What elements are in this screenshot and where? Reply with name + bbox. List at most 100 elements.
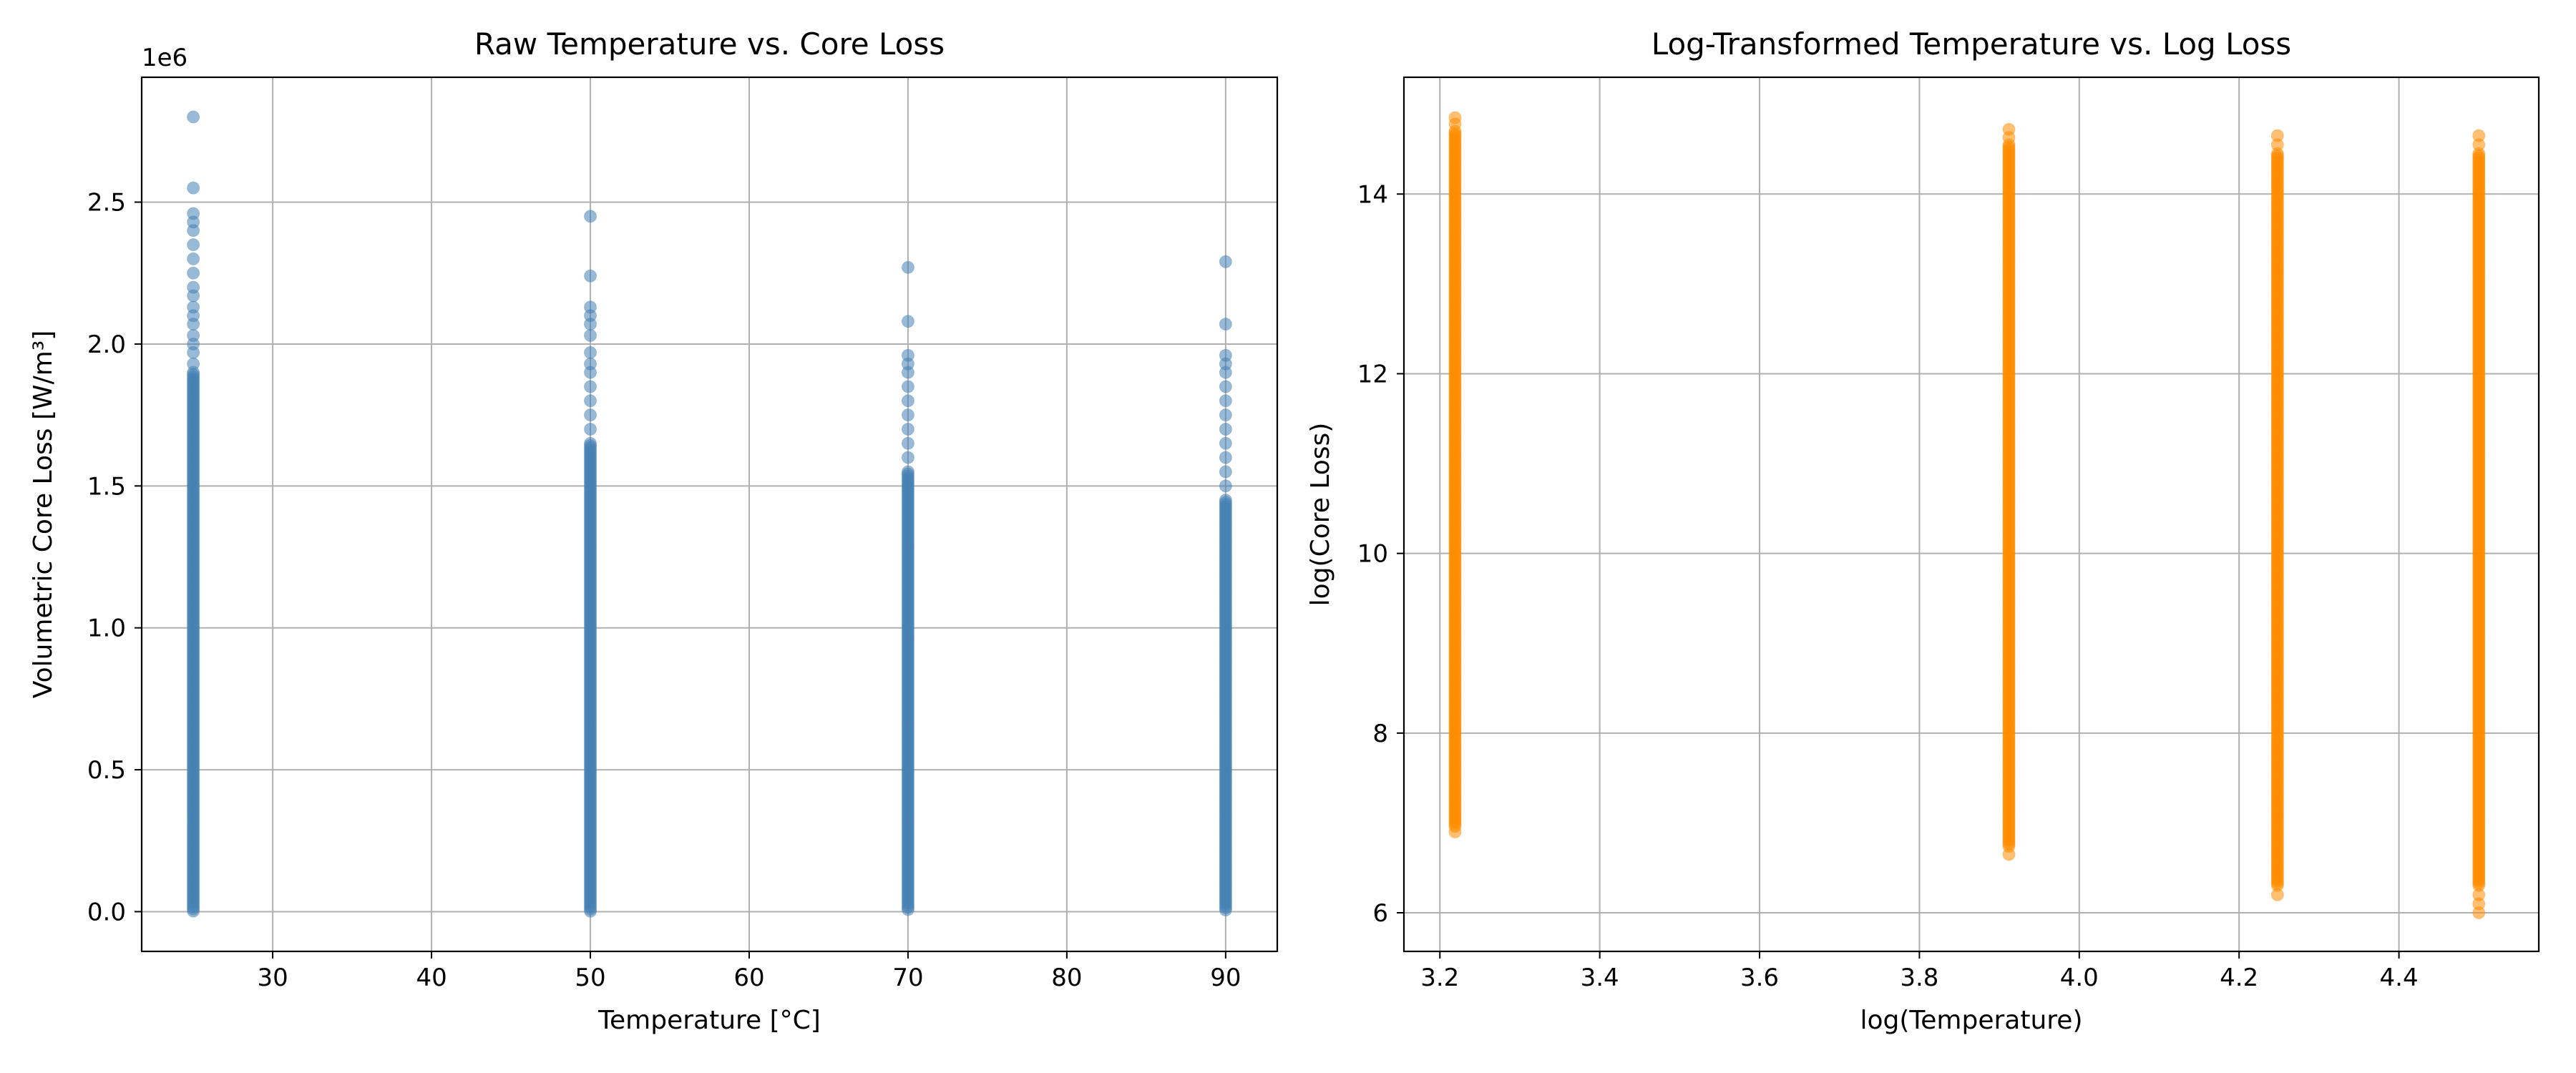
y-tick-label: 6 xyxy=(1372,899,1388,928)
chart-title: Raw Temperature vs. Core Loss xyxy=(474,26,945,62)
data-point xyxy=(1448,111,1462,124)
data-point xyxy=(187,357,200,371)
y-tick-label: 2.0 xyxy=(87,330,126,359)
data-point xyxy=(1219,348,1232,362)
axes-frame xyxy=(140,76,1279,953)
point-column-3 xyxy=(2472,129,2486,919)
y-tick-label: 0.0 xyxy=(87,898,126,926)
x-tick-label: 30 xyxy=(257,964,288,992)
x-tick-label: 3.6 xyxy=(1740,964,1779,992)
point-column-0 xyxy=(187,110,200,918)
data-point xyxy=(2270,129,2284,142)
point-column-2 xyxy=(901,260,914,916)
data-point xyxy=(1219,318,1232,331)
data-point xyxy=(584,269,597,283)
data-point xyxy=(187,266,200,280)
y-tick-label: 1.0 xyxy=(87,614,126,643)
data-point xyxy=(187,238,200,252)
data-point xyxy=(901,903,914,916)
data-point xyxy=(1219,436,1232,450)
data-point xyxy=(584,380,597,393)
chart-raw-temperature: 30 40 50 60 70 80 90 0.0 0.5 1.0 1.5 2.0 2.5 Raw Temp… xyxy=(29,26,1279,1035)
y-tick-label: 12 xyxy=(1357,360,1388,388)
data-point xyxy=(187,252,200,265)
x-tick-label: 80 xyxy=(1051,964,1082,992)
data-point xyxy=(1219,479,1232,493)
data-point xyxy=(187,300,200,314)
data-point xyxy=(584,422,597,436)
y-axis-label: Volumetric Core Loss [W/m³] xyxy=(29,330,58,699)
chart-log-temperature: 3.2 3.4 3.6 3.8 4.0 4.2 4.4 6 8 10 12 14 Log-Transfo… xyxy=(1306,26,2540,1035)
data-point xyxy=(901,315,914,328)
x-tick-label: 60 xyxy=(733,964,764,992)
x-tick-label: 4.2 xyxy=(2220,964,2258,992)
point-column-0 xyxy=(1448,111,1462,838)
data-point xyxy=(584,300,597,314)
data-point xyxy=(1219,408,1232,422)
x-tick-label: 3.4 xyxy=(1581,964,1619,992)
y-tick-label: 8 xyxy=(1372,720,1388,748)
data-point xyxy=(187,329,200,343)
data-point xyxy=(584,394,597,408)
data-point xyxy=(584,357,597,371)
data-point xyxy=(1219,903,1232,917)
point-column-1 xyxy=(584,210,597,918)
axis-offset-text: 1e6 xyxy=(142,44,187,72)
data-point xyxy=(1219,451,1232,464)
data-point xyxy=(584,346,597,359)
x-axis-label: Temperature [°C] xyxy=(597,1006,821,1035)
x-tick-label: 50 xyxy=(575,964,605,992)
y-tick-label: 2.5 xyxy=(87,189,126,217)
data-point xyxy=(1219,255,1232,268)
data-point xyxy=(901,380,914,393)
y-tick-label: 10 xyxy=(1357,540,1388,569)
data-point xyxy=(2002,848,2016,861)
data-point xyxy=(584,904,597,918)
data-point xyxy=(901,436,914,450)
data-point xyxy=(2002,122,2016,136)
x-axis-label: log(Temperature) xyxy=(1860,1006,2082,1035)
x-tick-label: 40 xyxy=(416,964,447,992)
data-point xyxy=(901,422,914,436)
data-point xyxy=(901,348,914,362)
point-column-1 xyxy=(2002,122,2016,861)
data-point xyxy=(1448,825,1462,838)
data-point xyxy=(584,408,597,422)
x-tick-label: 4.4 xyxy=(2380,964,2419,992)
data-point xyxy=(1219,465,1232,479)
plot-area xyxy=(1404,77,2539,951)
data-point xyxy=(584,210,597,223)
data-point xyxy=(1219,394,1232,408)
data-point xyxy=(2270,888,2284,901)
plot-area xyxy=(142,77,1277,951)
data-points xyxy=(1448,111,2486,919)
x-tick-label: 90 xyxy=(1210,964,1241,992)
chart-title: Log-Transformed Temperature vs. Log Loss xyxy=(1652,26,2291,62)
data-point xyxy=(901,451,914,464)
data-points xyxy=(187,110,1232,918)
point-column-3 xyxy=(1219,255,1232,917)
data-point xyxy=(187,280,200,294)
data-point xyxy=(187,181,200,195)
y-tick-label: 14 xyxy=(1357,180,1388,209)
data-point xyxy=(901,260,914,274)
data-point xyxy=(1219,380,1232,393)
y-tick-label: 1.5 xyxy=(87,472,126,501)
y-axis-label: log(Core Loss) xyxy=(1306,423,1335,607)
point-column-2 xyxy=(2270,129,2284,901)
data-point xyxy=(901,394,914,408)
data-point xyxy=(1219,422,1232,436)
x-tick-label: 70 xyxy=(892,964,923,992)
data-point xyxy=(2472,888,2486,901)
x-tick-label: 4.0 xyxy=(2060,964,2099,992)
y-tick-label: 0.5 xyxy=(87,756,126,785)
data-point xyxy=(901,408,914,422)
x-tick-label: 3.2 xyxy=(1420,964,1459,992)
x-tick-label: 3.8 xyxy=(1900,964,1938,992)
data-point xyxy=(187,207,200,220)
data-point xyxy=(2472,129,2486,142)
data-point xyxy=(584,329,597,343)
data-point xyxy=(187,904,200,918)
data-point xyxy=(187,110,200,124)
